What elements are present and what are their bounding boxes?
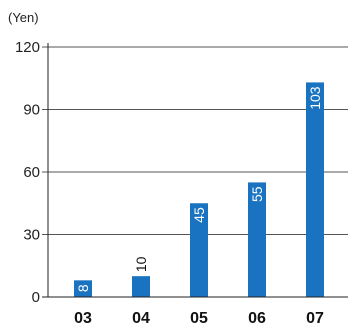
bar-value-label: 8 — [75, 284, 91, 292]
x-tick-label: 07 — [306, 310, 324, 324]
bar — [132, 276, 150, 297]
y-tick-label: 60 — [23, 164, 40, 181]
x-axis-ticks: 03 04 05 06 07 — [74, 310, 324, 324]
bar — [74, 280, 92, 297]
gridlines — [42, 46, 348, 298]
y-axis-ticks: 0 30 60 90 120 — [15, 39, 40, 306]
bar-value-label: 55 — [249, 186, 265, 202]
x-tick-label: 03 — [74, 310, 92, 324]
bar — [248, 182, 266, 297]
y-axis-unit-label: (Yen) — [8, 10, 39, 25]
bars: 8 10 45 55 103 — [74, 82, 324, 298]
x-tick-label: 06 — [248, 310, 266, 324]
bar-value-label: 10 — [133, 256, 149, 272]
y-tick-label: 120 — [15, 39, 40, 56]
bar — [306, 82, 324, 298]
bar-value-label: 45 — [191, 207, 207, 223]
bar — [190, 203, 208, 297]
x-tick-label: 04 — [132, 310, 150, 324]
x-tick-label: 05 — [190, 310, 208, 324]
y-tick-label: 0 — [32, 289, 40, 306]
y-tick-label: 30 — [23, 227, 40, 244]
y-tick-label: 90 — [23, 102, 40, 119]
bar-value-label: 103 — [307, 86, 323, 110]
